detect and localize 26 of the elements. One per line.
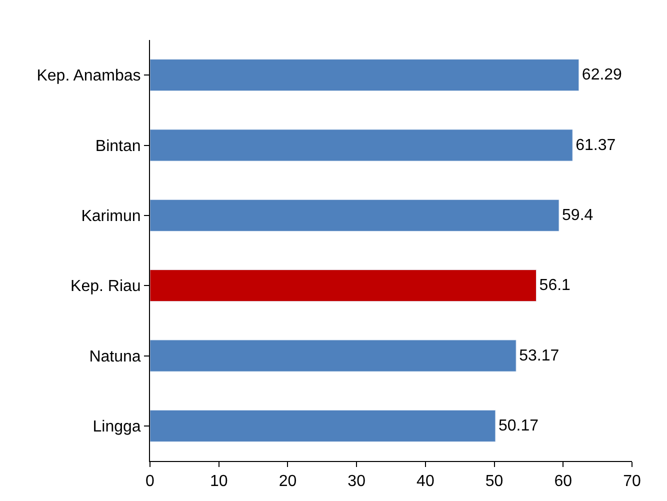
y-tick-label: Kep. Anambas <box>36 68 141 85</box>
y-tick-label: Bintan <box>95 138 141 155</box>
x-tick-label: 10 <box>210 473 228 490</box>
y-tick-label: Natuna <box>89 348 141 366</box>
bar <box>150 340 516 372</box>
bar <box>150 129 573 162</box>
x-tick-label: 60 <box>554 473 572 490</box>
data-label: 62.29 <box>582 66 622 84</box>
bar <box>150 410 496 442</box>
data-label: 59.4 <box>562 206 594 224</box>
bar <box>150 199 560 232</box>
bar <box>150 270 537 302</box>
x-tick-label: 0 <box>146 473 155 490</box>
data-label: 50.17 <box>498 417 539 434</box>
data-label: 53.17 <box>519 347 560 364</box>
x-tick-label: 20 <box>278 473 297 490</box>
x-tick-label: 30 <box>348 473 366 490</box>
bar <box>150 59 580 92</box>
data-label: 61.37 <box>576 136 616 154</box>
y-tick-label: Lingga <box>92 418 141 436</box>
y-tick-label: Karimun <box>81 208 141 226</box>
data-label: 56.1 <box>539 277 571 294</box>
x-tick-label: 70 <box>623 473 641 490</box>
x-tick-label: 50 <box>485 473 504 490</box>
y-tick-label: Kep. Riau <box>70 278 141 296</box>
x-tick-label: 40 <box>416 473 434 490</box>
